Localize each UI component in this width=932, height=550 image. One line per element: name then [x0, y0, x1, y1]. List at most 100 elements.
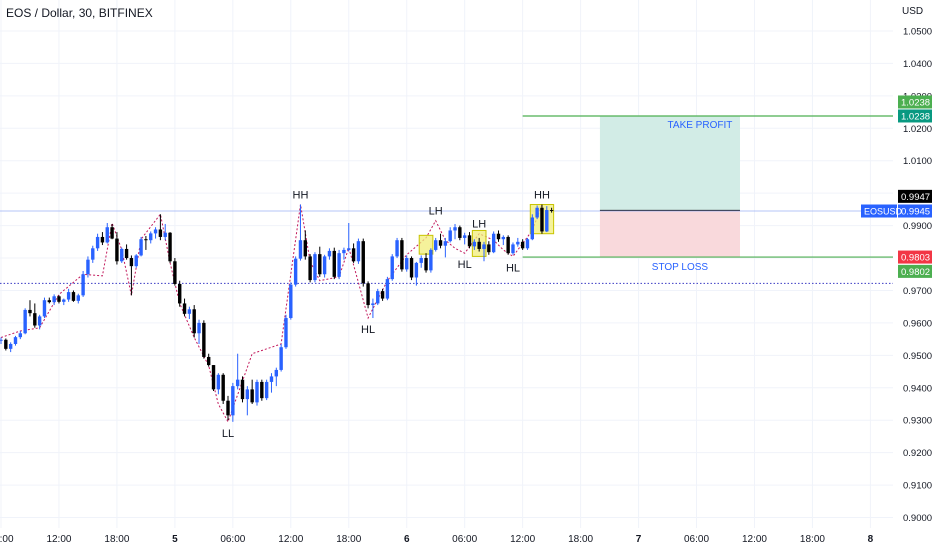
candle[interactable]: [395, 237, 399, 259]
candle[interactable]: [472, 239, 477, 250]
candle[interactable]: [318, 246, 322, 277]
candle[interactable]: [221, 373, 225, 404]
candle[interactable]: [91, 245, 95, 263]
candle[interactable]: [279, 343, 283, 372]
candle[interactable]: [443, 237, 448, 258]
candle[interactable]: [380, 288, 385, 301]
candle[interactable]: [530, 214, 534, 241]
candle[interactable]: [332, 247, 336, 280]
candle[interactable]: [525, 237, 530, 250]
candle[interactable]: [293, 256, 298, 287]
candle[interactable]: [371, 298, 375, 319]
candle[interactable]: [42, 297, 47, 319]
candle[interactable]: [115, 232, 119, 265]
candlesticks[interactable]: [0, 204, 554, 422]
candle[interactable]: [337, 249, 341, 280]
candle[interactable]: [376, 288, 380, 306]
candle[interactable]: [342, 247, 346, 260]
candle[interactable]: [144, 235, 148, 250]
candle[interactable]: [434, 237, 438, 252]
candle[interactable]: [139, 236, 143, 257]
candle[interactable]: [47, 297, 51, 304]
candle[interactable]: [351, 243, 356, 263]
candle[interactable]: [438, 233, 443, 249]
candle[interactable]: [86, 256, 90, 278]
candle[interactable]: [516, 237, 520, 247]
candle[interactable]: [366, 281, 370, 309]
candle[interactable]: [178, 280, 182, 307]
candle[interactable]: [535, 205, 539, 220]
candle[interactable]: [197, 319, 201, 344]
candle[interactable]: [153, 227, 158, 239]
candle[interactable]: [284, 314, 288, 349]
candle[interactable]: [501, 235, 506, 246]
candle[interactable]: [477, 237, 481, 252]
candle[interactable]: [429, 248, 433, 273]
candle[interactable]: [491, 231, 496, 254]
candle[interactable]: [545, 206, 549, 233]
candle[interactable]: [264, 379, 269, 401]
candle[interactable]: [327, 248, 332, 260]
candle[interactable]: [511, 242, 515, 255]
candle[interactable]: [71, 290, 76, 302]
candle[interactable]: [124, 244, 129, 260]
candle[interactable]: [149, 231, 153, 244]
candle[interactable]: [192, 305, 196, 338]
candle[interactable]: [52, 294, 56, 306]
candle[interactable]: [487, 241, 491, 255]
candle[interactable]: [308, 254, 312, 283]
candle[interactable]: [424, 253, 428, 273]
symbol-title[interactable]: EOS / Dollar, 30, BITFINEX: [6, 6, 153, 20]
candle[interactable]: [482, 241, 486, 262]
candle[interactable]: [13, 335, 18, 346]
candle[interactable]: [409, 256, 414, 281]
candle[interactable]: [549, 207, 554, 213]
candle[interactable]: [496, 230, 501, 242]
candle[interactable]: [226, 395, 230, 421]
candle[interactable]: [57, 295, 61, 304]
candle[interactable]: [347, 223, 351, 252]
candle[interactable]: [405, 255, 409, 272]
candle[interactable]: [187, 306, 192, 320]
candle[interactable]: [245, 386, 250, 416]
candle[interactable]: [81, 271, 85, 297]
candle[interactable]: [458, 225, 462, 241]
candle[interactable]: [240, 376, 245, 403]
candle[interactable]: [274, 367, 279, 387]
candle[interactable]: [202, 320, 206, 359]
candle[interactable]: [211, 365, 216, 392]
candle[interactable]: [269, 373, 274, 393]
candle[interactable]: [37, 314, 42, 330]
candle[interactable]: [313, 252, 317, 283]
candle[interactable]: [467, 232, 472, 249]
candle[interactable]: [216, 373, 221, 395]
candle[interactable]: [231, 382, 235, 422]
candle[interactable]: [462, 232, 467, 245]
candle[interactable]: [95, 233, 100, 251]
candle[interactable]: [66, 288, 71, 302]
candle[interactable]: [260, 379, 264, 401]
candle[interactable]: [361, 238, 365, 287]
candle[interactable]: [129, 255, 134, 296]
candle[interactable]: [453, 223, 457, 240]
candle[interactable]: [18, 331, 23, 340]
candle[interactable]: [173, 258, 177, 286]
candle[interactable]: [100, 232, 105, 246]
candle[interactable]: [250, 379, 254, 404]
candle[interactable]: [62, 298, 66, 306]
candle[interactable]: [28, 300, 32, 317]
candle[interactable]: [289, 282, 293, 320]
candle[interactable]: [414, 261, 419, 286]
candle[interactable]: [163, 223, 167, 241]
candle[interactable]: [400, 237, 404, 272]
candle[interactable]: [390, 254, 394, 281]
time-axis[interactable]: 06:00 12:00 18:00 5 06:00 12:00 18:00 6 06:00 12:…: [0, 534, 874, 545]
candle[interactable]: [255, 379, 259, 406]
candle[interactable]: [385, 276, 390, 301]
candle[interactable]: [23, 308, 27, 335]
candle[interactable]: [120, 247, 124, 263]
candle[interactable]: [206, 353, 211, 367]
candle[interactable]: [356, 238, 361, 264]
candle[interactable]: [182, 298, 187, 317]
candle[interactable]: [168, 232, 172, 263]
